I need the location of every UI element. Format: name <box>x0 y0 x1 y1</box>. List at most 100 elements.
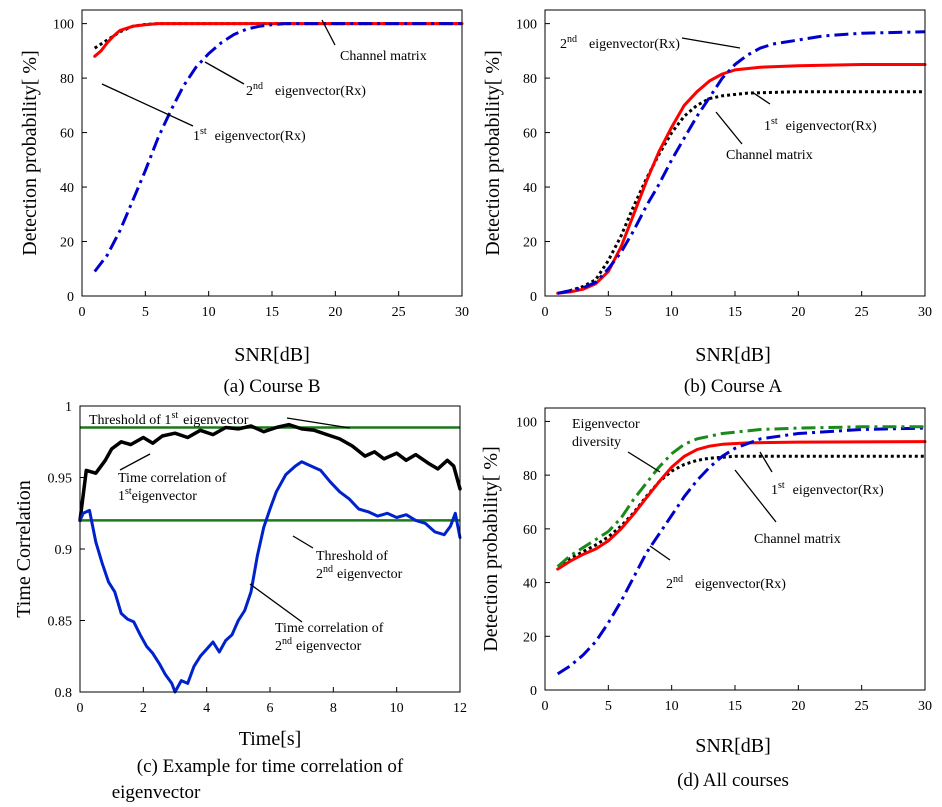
panel-c-x-tick-label: 0 <box>77 701 84 716</box>
panel-b-y-axis-label: Detection probability[ %] <box>482 50 504 256</box>
ann-base: Threshold of 1 <box>89 413 171 428</box>
panel-d-x-tick-label: 20 <box>791 699 805 714</box>
panel-b-annotation-2nd-eigenvector: 2nd eigenvector(Rx) <box>560 34 680 52</box>
ann-suffix: eigenvector <box>183 413 249 428</box>
panel-d-annotation-diversity-line1: Eigenvector <box>572 417 640 432</box>
panel-c-x-tick-label: 4 <box>203 701 210 716</box>
panel-a-y-axis-label: Detection probability[ %] <box>19 50 41 256</box>
panel-b-x-tick-label: 25 <box>855 305 869 320</box>
ann-suffix: eigenvector(Rx) <box>215 129 306 144</box>
panel-a-leader-2nd <box>204 61 245 85</box>
ann-base: 1 <box>771 483 778 498</box>
ann-base: 2 <box>246 84 253 99</box>
panel-a-caption: (a) Course B <box>223 376 320 397</box>
panel-a-series-e1-line <box>93 22 464 58</box>
panel-c-annotation-threshold-2nd-line1: Threshold of <box>316 549 388 564</box>
panel-d-x-tick-label: 10 <box>665 699 679 714</box>
panel-d-y-tick-label: 80 <box>523 469 537 484</box>
panel-d-annotation-2nd-eigenvector: 2nd eigenvector(Rx) <box>666 574 786 592</box>
panel-a-y-tick-label: 20 <box>60 236 74 251</box>
ann-sup: st <box>125 486 132 497</box>
panel-c-series-tc2-line <box>78 460 462 694</box>
panel-d-y-tick-label: 100 <box>516 415 537 430</box>
panel-a-series-ch-line <box>93 22 462 50</box>
panel-c-series-tc1-line <box>78 422 462 523</box>
ann-sup: st <box>171 410 178 421</box>
panel-c-leader-threshold-2nd <box>292 535 314 549</box>
panel-c-plot-frame <box>79 405 461 693</box>
ann-base: 1 <box>764 119 771 134</box>
panel-c-ticks: 0 2 4 6 8 10 120.80.850.90.951 <box>48 400 468 716</box>
panel-b-leader-channel <box>715 111 743 145</box>
panel-d-series-e1-line <box>556 440 927 571</box>
panel-c-x-tick-label: 12 <box>453 701 467 716</box>
panel-b-x-tick-label: 30 <box>918 305 932 320</box>
panel-a-y-tick-label: 40 <box>60 181 74 196</box>
panel-b-series-e2-line <box>557 30 926 295</box>
ann-sup: st <box>200 126 207 137</box>
ann-suffix: eigenvector(Rx) <box>589 37 680 52</box>
panel-d-leader-channel <box>734 469 777 523</box>
panel-a-annotation-channel-matrix: Channel matrix <box>340 49 427 64</box>
panel-a-x-tick-label: 5 <box>142 305 149 320</box>
panel-c-x-tick-label: 2 <box>140 701 147 716</box>
panel-b-annotation-1st-eigenvector: 1st eigenvector(Rx) <box>764 116 877 134</box>
panel-b-x-tick-label: 0 <box>542 305 549 320</box>
panel-c-x-tick-label: 6 <box>267 701 274 716</box>
ann-base: 2 <box>666 577 673 592</box>
panel-c-leader-tc-1st <box>119 453 151 471</box>
panel-d-series-ch-line <box>556 454 925 568</box>
panel-d-y-tick-label: 20 <box>523 630 537 645</box>
ann-sup: nd <box>253 81 263 92</box>
panel-c-y-tick-label: 0.8 <box>55 686 73 701</box>
panel-b-x-tick-label: 10 <box>665 305 679 320</box>
panel-b-leader-1st <box>751 91 771 105</box>
ann-sup: nd <box>282 636 292 647</box>
panel-d-marks <box>556 425 927 676</box>
panel-b-y-tick-label: 100 <box>516 18 537 33</box>
panel-b-y-tick-label: 80 <box>523 72 537 87</box>
ann-suffix: eigenvector(Rx) <box>695 577 786 592</box>
panel-b-series-e1-line <box>556 63 927 295</box>
panel-c-x-tick-label: 8 <box>330 701 337 716</box>
panel-c-annotation-tc-1st-line2: 1steigenvector <box>118 486 197 504</box>
panel-d-annotation-diversity-line2: diversity <box>572 435 621 450</box>
panel-d-plot-frame <box>544 407 926 691</box>
panel-a-x-tick-label: 30 <box>455 305 469 320</box>
ann-sup: st <box>771 116 778 127</box>
panel-a-y-tick-label: 60 <box>60 127 74 142</box>
panel-d-x-axis-label: SNR[dB] <box>695 735 771 757</box>
panel-a-marks <box>93 22 464 273</box>
panel-d-y-tick-label: 40 <box>523 577 537 592</box>
panel-b-y-tick-label: 20 <box>523 236 537 251</box>
panel-b-annotation-channel-matrix: Channel matrix <box>726 148 813 163</box>
panel-b-y-tick-label: 40 <box>523 181 537 196</box>
panel-a-x-tick-label: 0 <box>79 305 86 320</box>
ann-suffix: eigenvector(Rx) <box>786 119 877 134</box>
ann-sup: nd <box>323 564 333 575</box>
panel-c-annotation-threshold-2nd-line2: 2nd eigenvector <box>316 564 403 582</box>
panel-c-leader-tc-2nd <box>249 583 303 623</box>
panel-b-x-axis-label: SNR[dB] <box>695 344 771 366</box>
panel-a-x-tick-label: 15 <box>265 305 279 320</box>
panel-d-y-axis-label: Detection probability[ %] <box>480 446 502 652</box>
ann-base: 2 <box>316 567 323 582</box>
panel-d-leader-1st <box>759 451 773 473</box>
panel-c-caption-line2: eigenvector <box>112 782 201 803</box>
panel-d-leader-2nd <box>649 545 671 561</box>
ann-suffix: eigenvector <box>132 489 198 504</box>
ann-suffix: eigenvector(Rx) <box>793 483 884 498</box>
panel-a: 0 5 10 15 20 25 30 0 20 40 60 80 100 Detection proba… <box>19 9 469 397</box>
panel-c-annotation-tc-1st-line1: Time correlation of <box>118 471 227 486</box>
panel-c-annotation-tc-2nd-line2: 2nd eigenvector <box>275 636 362 654</box>
ann-sup: st <box>778 480 785 491</box>
panel-d: 0 5 10 15 20 25 30 0 20 40 60 80 100 Detection proba… <box>480 407 932 791</box>
ann-suffix: eigenvector <box>296 639 362 654</box>
panel-c-x-tick-label: 10 <box>390 701 404 716</box>
panel-c-annotation-tc-2nd-line1: Time correlation of <box>275 621 384 636</box>
ann-base: 1 <box>193 129 200 144</box>
panel-c-y-axis-label: Time Correlation <box>13 480 35 618</box>
panel-a-annotation-2nd-eigenvector: 2nd eigenvector(Rx) <box>246 81 366 99</box>
panel-a-leader-1st <box>101 83 194 127</box>
